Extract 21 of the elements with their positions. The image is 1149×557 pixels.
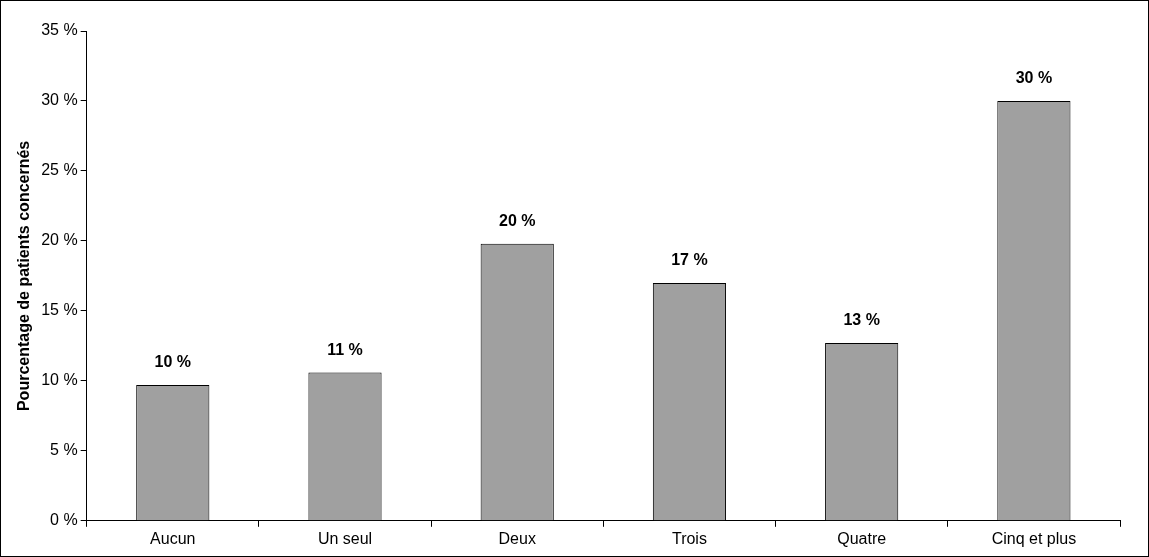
y-tick-label: 30 % — [41, 91, 78, 109]
data-label: 13 % — [843, 311, 880, 329]
y-tick-label: 5 % — [50, 441, 78, 459]
data-label: 30 % — [1015, 69, 1053, 87]
x-tick-label: Aucun — [150, 529, 196, 547]
y-tick-label: 10 % — [41, 371, 78, 389]
y-tick-label: 35 % — [41, 21, 78, 39]
data-label: 20 % — [498, 212, 536, 230]
y-tick-label: 15 % — [41, 301, 78, 319]
data-label: 10 % — [154, 353, 192, 371]
data-label: 11 % — [327, 340, 363, 358]
x-tick-label: Trois — [671, 529, 707, 547]
y-axis-title: Pourcentage de patients concernés — [15, 140, 33, 412]
x-tick-label: Un seul — [317, 529, 373, 547]
y-tick-label: 20 % — [41, 231, 78, 249]
data-label: 17 % — [671, 251, 708, 269]
y-tick-label: 0 % — [50, 511, 78, 529]
x-tick-label: Quatre — [837, 529, 887, 547]
x-tick-label: Cinq et plus — [991, 529, 1077, 547]
y-tick-label: 25 % — [41, 161, 78, 179]
x-tick-label: Deux — [498, 529, 536, 547]
